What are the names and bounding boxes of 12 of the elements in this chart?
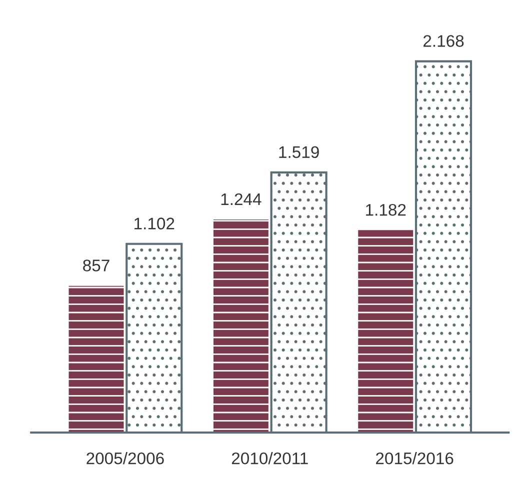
data-label: 1.244	[221, 193, 262, 205]
data-label: 2.168	[423, 35, 464, 47]
bar	[213, 220, 268, 433]
bar	[358, 230, 414, 433]
x-tick-label: 2015/2016	[376, 452, 454, 464]
data-label: 1.519	[279, 146, 319, 158]
bar	[68, 286, 124, 433]
data-label: 857	[83, 260, 110, 272]
x-tick-label: 2010/2011	[232, 452, 308, 464]
data-label: 1.182	[366, 204, 406, 216]
x-tick-label: 2005/2006	[86, 452, 164, 464]
data-label: 1.102	[134, 218, 174, 230]
